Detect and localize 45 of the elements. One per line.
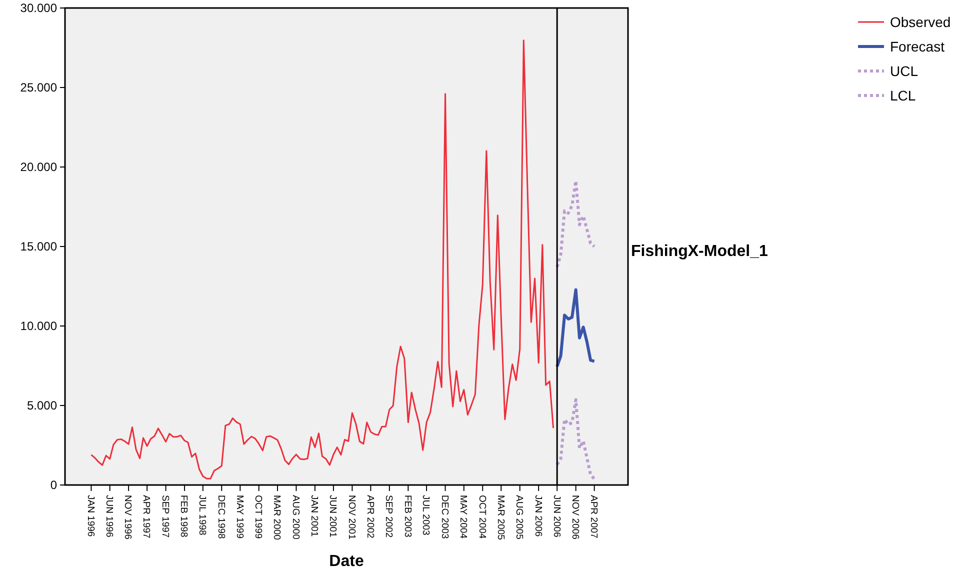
x-tick-label: APR 2007 (588, 495, 599, 538)
line-series (90, 40, 554, 480)
legend-label: Observed (890, 14, 951, 30)
x-tick-label: APR 2002 (364, 495, 376, 538)
x-tick-label: MAY 2004 (458, 495, 469, 538)
x-tick-label: JUN 2006 (550, 495, 562, 538)
y-tick-label: 25.000 (20, 80, 58, 95)
x-tick-label: MAR 2005 (494, 495, 506, 540)
x-tick-label: JUN 2001 (327, 495, 338, 538)
x-tick-label: OCT 2004 (476, 495, 488, 539)
x-tick-label: JAN 1996 (84, 495, 96, 537)
y-tick-label: 5.000 (26, 398, 58, 413)
x-tick-label: SEP 2002 (383, 495, 394, 538)
x-tick-label: JUN 1996 (104, 495, 114, 538)
line-series (556, 179, 596, 269)
x-tick-label: JAN 2006 (532, 495, 544, 537)
x-axis-title: Date (329, 553, 364, 569)
x-tick-label: DEC 1998 (215, 495, 226, 539)
y-tick-label: 20.000 (20, 160, 58, 174)
x-tick-label: APR 1997 (140, 495, 152, 538)
line-series (556, 288, 596, 368)
x-tick-label: JUL 2003 (420, 495, 432, 536)
x-tick-label: DEC 2003 (438, 495, 450, 539)
y-tick-label: 15.000 (20, 240, 58, 254)
x-tick-label: MAY 1999 (234, 495, 245, 538)
legend-label: Forecast (890, 38, 945, 54)
text: FishingX-Model_1 (631, 243, 768, 260)
x-tick-label: SEP 1997 (159, 495, 170, 538)
legend-label: LCL (890, 87, 916, 104)
x-tick-label: FEB 2003 (402, 495, 413, 538)
x-tick-label: FEB 1998 (178, 495, 190, 538)
line-series (556, 398, 596, 480)
x-tick-label: AUG 2000 (290, 495, 301, 540)
x-tick-label: JUL 1998 (196, 495, 208, 536)
y-tick-label: 30.000 (20, 1, 58, 16)
legend-label: UCL (890, 62, 918, 79)
x-tick-label: NOV 2001 (346, 495, 357, 540)
y-tick-label: 0 (50, 478, 58, 492)
x-tick-label: AUG 2005 (514, 495, 525, 540)
x-tick-label: OCT 1999 (252, 495, 264, 539)
x-tick-label: MAR 2000 (271, 495, 282, 540)
x-tick-label: NOV 1996 (122, 495, 134, 540)
x-tick-label: JAN 2001 (308, 495, 320, 537)
x-tick-label: NOV 2006 (570, 495, 580, 540)
y-tick-label: 10.000 (20, 319, 58, 334)
